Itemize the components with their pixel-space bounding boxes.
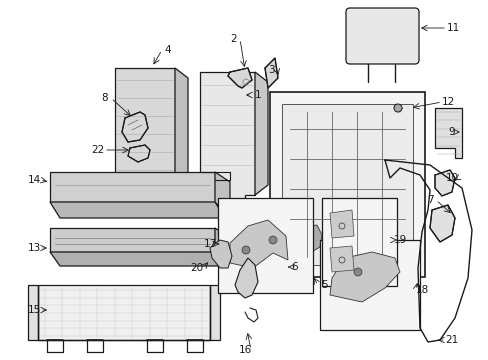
Polygon shape: [122, 112, 148, 142]
Polygon shape: [215, 172, 229, 218]
Polygon shape: [200, 72, 254, 205]
Text: 1: 1: [254, 90, 261, 100]
Polygon shape: [321, 198, 396, 286]
Text: 6: 6: [291, 262, 298, 272]
Circle shape: [353, 268, 361, 276]
Text: 8: 8: [102, 93, 108, 103]
Polygon shape: [254, 72, 267, 195]
Polygon shape: [329, 252, 399, 302]
Polygon shape: [215, 228, 229, 266]
Polygon shape: [50, 202, 224, 218]
Text: 7: 7: [426, 195, 432, 205]
Text: 9: 9: [448, 127, 454, 137]
Polygon shape: [209, 285, 220, 340]
Polygon shape: [50, 252, 224, 266]
Polygon shape: [28, 285, 38, 340]
Polygon shape: [218, 198, 312, 293]
Circle shape: [268, 236, 276, 244]
Polygon shape: [115, 68, 175, 205]
Text: 20: 20: [190, 263, 203, 273]
Text: 14: 14: [27, 175, 41, 185]
Polygon shape: [175, 68, 187, 195]
Text: 18: 18: [414, 285, 428, 295]
Polygon shape: [50, 172, 215, 202]
Text: 21: 21: [445, 335, 458, 345]
Polygon shape: [269, 92, 424, 277]
Polygon shape: [282, 104, 412, 265]
Polygon shape: [319, 240, 419, 330]
Text: 19: 19: [392, 235, 406, 245]
Polygon shape: [264, 58, 278, 88]
Polygon shape: [229, 220, 287, 268]
Circle shape: [242, 246, 249, 254]
FancyBboxPatch shape: [346, 8, 418, 64]
Polygon shape: [50, 228, 215, 252]
Polygon shape: [434, 170, 454, 196]
Polygon shape: [329, 210, 353, 238]
Polygon shape: [235, 258, 258, 298]
Polygon shape: [128, 145, 150, 162]
Text: 10: 10: [445, 173, 458, 183]
Polygon shape: [434, 108, 461, 158]
Polygon shape: [227, 68, 251, 88]
Text: 5: 5: [320, 280, 326, 290]
Polygon shape: [329, 246, 353, 272]
Text: 13: 13: [27, 243, 41, 253]
Polygon shape: [38, 285, 209, 340]
Text: 16: 16: [238, 345, 251, 355]
Polygon shape: [291, 225, 321, 253]
Text: 12: 12: [441, 97, 454, 107]
Text: 11: 11: [446, 23, 459, 33]
Circle shape: [393, 104, 401, 112]
Text: 17: 17: [203, 239, 216, 249]
Text: 22: 22: [91, 145, 104, 155]
Text: 2: 2: [230, 34, 237, 44]
Text: 3: 3: [267, 65, 274, 75]
Polygon shape: [209, 240, 231, 268]
Polygon shape: [429, 205, 454, 242]
Text: 15: 15: [27, 305, 41, 315]
Text: 4: 4: [164, 45, 171, 55]
